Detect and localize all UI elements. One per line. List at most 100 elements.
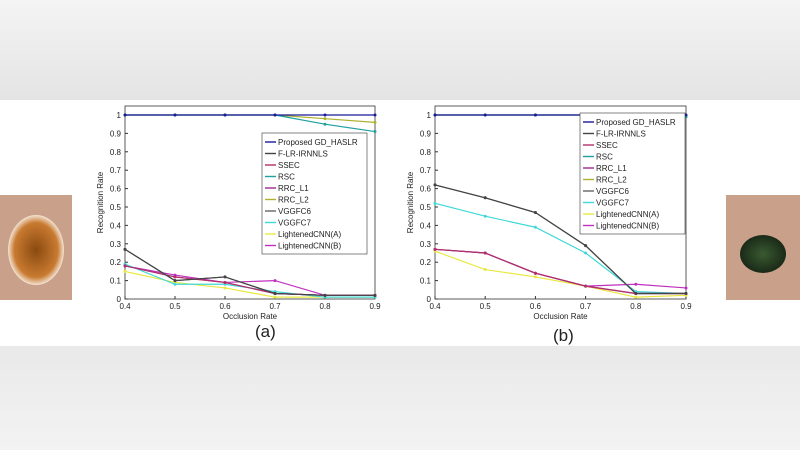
x-tick-label: 0.4 bbox=[119, 302, 131, 311]
data-point bbox=[273, 279, 277, 283]
legend-label: Proposed GD_HASLR bbox=[278, 138, 358, 147]
data-point bbox=[433, 183, 437, 187]
data-point bbox=[533, 225, 537, 229]
data-point bbox=[323, 122, 327, 126]
legend-label: LightenedCNN(B) bbox=[278, 242, 341, 251]
series-line bbox=[434, 250, 687, 298]
y-tick-label: 0.9 bbox=[420, 129, 432, 138]
y-tick-label: 0.4 bbox=[110, 221, 122, 230]
legend bbox=[261, 132, 368, 255]
legend bbox=[579, 112, 686, 235]
x-tick-label: 0.8 bbox=[630, 302, 642, 311]
legend-label: SSEC bbox=[596, 141, 618, 150]
data-point bbox=[483, 268, 487, 272]
legend-label: RSC bbox=[596, 153, 613, 162]
x-tick-label: 0.6 bbox=[219, 302, 231, 311]
y-tick-label: 1 bbox=[427, 111, 432, 120]
legend-label: LightenedCNN(A) bbox=[596, 210, 659, 219]
x-axis-label: Occlusion Rate bbox=[533, 312, 588, 321]
data-point bbox=[483, 251, 487, 255]
y-tick-label: 0.7 bbox=[110, 166, 122, 175]
x-axis-label: Occlusion Rate bbox=[223, 312, 278, 321]
data-point bbox=[273, 113, 277, 117]
blurred-background-top bbox=[0, 0, 800, 100]
y-tick-label: 0.8 bbox=[420, 148, 432, 157]
data-point bbox=[223, 113, 227, 117]
y-tick-label: 0 bbox=[427, 295, 432, 304]
data-point bbox=[373, 120, 377, 124]
series-line bbox=[434, 184, 686, 295]
series-line bbox=[434, 202, 687, 295]
legend-label: RRC_L1 bbox=[596, 164, 627, 173]
y-tick-label: 0.6 bbox=[110, 185, 122, 194]
legend-label: F-LR-IRNNLS bbox=[596, 130, 646, 139]
data-point bbox=[483, 214, 487, 218]
data-point bbox=[123, 113, 127, 117]
y-tick-label: 0.2 bbox=[110, 258, 122, 267]
data-point bbox=[273, 295, 277, 299]
data-point bbox=[584, 251, 588, 255]
y-tick-label: 0.3 bbox=[420, 240, 432, 249]
y-tick-label: 0.2 bbox=[420, 258, 432, 267]
x-tick-label: 0.5 bbox=[480, 302, 492, 311]
data-point bbox=[123, 247, 127, 251]
legend-label: LightenedCNN(A) bbox=[278, 230, 341, 239]
data-point bbox=[323, 113, 327, 117]
data-point bbox=[584, 244, 588, 248]
legend-label: RRC_L2 bbox=[596, 176, 627, 185]
data-point bbox=[223, 275, 227, 279]
y-tick-label: 1 bbox=[117, 111, 122, 120]
data-point bbox=[533, 211, 537, 215]
legend-label: Proposed GD_HASLR bbox=[596, 118, 676, 127]
occluded-face-image-right bbox=[726, 195, 800, 300]
legend-label: SSEC bbox=[278, 161, 300, 170]
data-point bbox=[533, 113, 537, 117]
data-point bbox=[533, 271, 537, 275]
series-line bbox=[124, 248, 375, 296]
data-point bbox=[433, 247, 437, 251]
chart-b: 0 0.1 0.2 0.3 0.4 0.5 0.6 0.7 0.8 0.9 1 0.4 0.5 0.6 0.… bbox=[406, 105, 692, 321]
occluded-face-image-left bbox=[0, 195, 72, 300]
data-point bbox=[173, 279, 177, 283]
legend-label: RRC_L1 bbox=[278, 184, 309, 193]
data-point bbox=[634, 282, 638, 286]
x-tick-label: 0.4 bbox=[429, 302, 441, 311]
data-point bbox=[634, 295, 638, 299]
y-tick-label: 0.8 bbox=[110, 148, 122, 157]
y-axis-label: Recognition Rate bbox=[96, 171, 105, 233]
caption-b: (b) bbox=[553, 326, 574, 345]
y-tick-label: 0.5 bbox=[420, 203, 432, 212]
data-point bbox=[223, 286, 227, 290]
y-axis-label: Recognition Rate bbox=[406, 171, 415, 233]
y-tick-label: 0.7 bbox=[420, 166, 432, 175]
x-tick-label: 0.7 bbox=[580, 302, 592, 311]
chart-a: 0 0.1 0.2 0.3 0.4 0.5 0.6 0.7 0.8 0.9 1 0.4 0.5 0.6 0.… bbox=[96, 105, 381, 321]
x-tick-label: 0.9 bbox=[680, 302, 692, 311]
data-point bbox=[373, 130, 377, 134]
y-tick-label: 0.5 bbox=[110, 203, 122, 212]
x-tick-label: 0.9 bbox=[369, 302, 381, 311]
data-point bbox=[123, 269, 127, 273]
data-point bbox=[533, 275, 537, 279]
data-point bbox=[634, 291, 638, 295]
legend-label: VGGFC7 bbox=[596, 199, 629, 208]
y-tick-label: 0 bbox=[117, 295, 122, 304]
data-point bbox=[433, 201, 437, 205]
x-tick-label: 0.8 bbox=[319, 302, 331, 311]
legend-label: VGGFC6 bbox=[596, 187, 629, 196]
data-point bbox=[483, 113, 487, 117]
data-point bbox=[684, 291, 688, 295]
legend-label: VGGFC6 bbox=[278, 207, 311, 216]
data-point bbox=[323, 293, 327, 297]
data-point bbox=[123, 264, 127, 268]
blurred-background-bottom bbox=[0, 346, 800, 450]
legend-label: RRC_L2 bbox=[278, 196, 309, 205]
legend-label: F-LR-IRNNLS bbox=[278, 150, 328, 159]
legend-label: VGGFC7 bbox=[278, 219, 311, 228]
data-point bbox=[373, 113, 377, 117]
y-tick-label: 0.6 bbox=[420, 185, 432, 194]
data-point bbox=[223, 280, 227, 284]
legend-label: RSC bbox=[278, 173, 295, 182]
data-point bbox=[584, 284, 588, 288]
